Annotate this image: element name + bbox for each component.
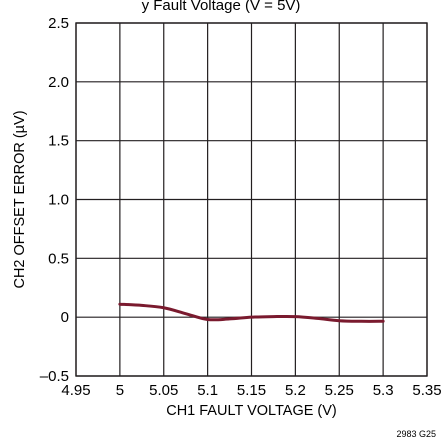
x-tick-label: 5.35	[412, 382, 441, 399]
y-tick-label: 0	[61, 309, 69, 326]
x-tick-label: 5.3	[373, 382, 394, 399]
y-tick-label: 2.0	[48, 74, 69, 91]
x-tick-label: 5.05	[149, 382, 178, 399]
figure-id: 2983 G25	[396, 429, 436, 439]
y-tick-label: –0.5	[40, 368, 69, 385]
y-tick-label: 2.5	[48, 15, 69, 32]
y-tick-label: 1.5	[48, 133, 69, 150]
x-tick-label: 5.1	[197, 382, 218, 399]
grid	[75, 22, 428, 377]
x-tick-label: 5.15	[237, 382, 266, 399]
x-tick-label: 4.95	[61, 382, 90, 399]
x-tick-labels: 4.95 5 5.05 5.1 5.15 5.2 5.25 5.3 5.35	[61, 382, 441, 399]
x-tick-label: 5.25	[325, 382, 354, 399]
series-group	[118, 302, 385, 323]
y-tick-label: 1.0	[48, 192, 69, 209]
plot-frame	[75, 22, 428, 377]
x-tick-label: 5.2	[285, 382, 306, 399]
series-line	[118, 302, 385, 323]
y-tick-labels: –0.5 0 0.5 1.0 1.5 2.0 2.5	[40, 15, 69, 385]
chart-title-fragment: y Fault Voltage (V = 5V)	[142, 0, 301, 14]
y-tick-label: 0.5	[48, 250, 69, 267]
x-axis-label: CH1 FAULT VOLTAGE (V)	[166, 403, 337, 419]
y-axis-label: CH2 OFFSET ERROR (µV)	[12, 110, 28, 288]
x-tick-label: 5	[116, 382, 124, 399]
